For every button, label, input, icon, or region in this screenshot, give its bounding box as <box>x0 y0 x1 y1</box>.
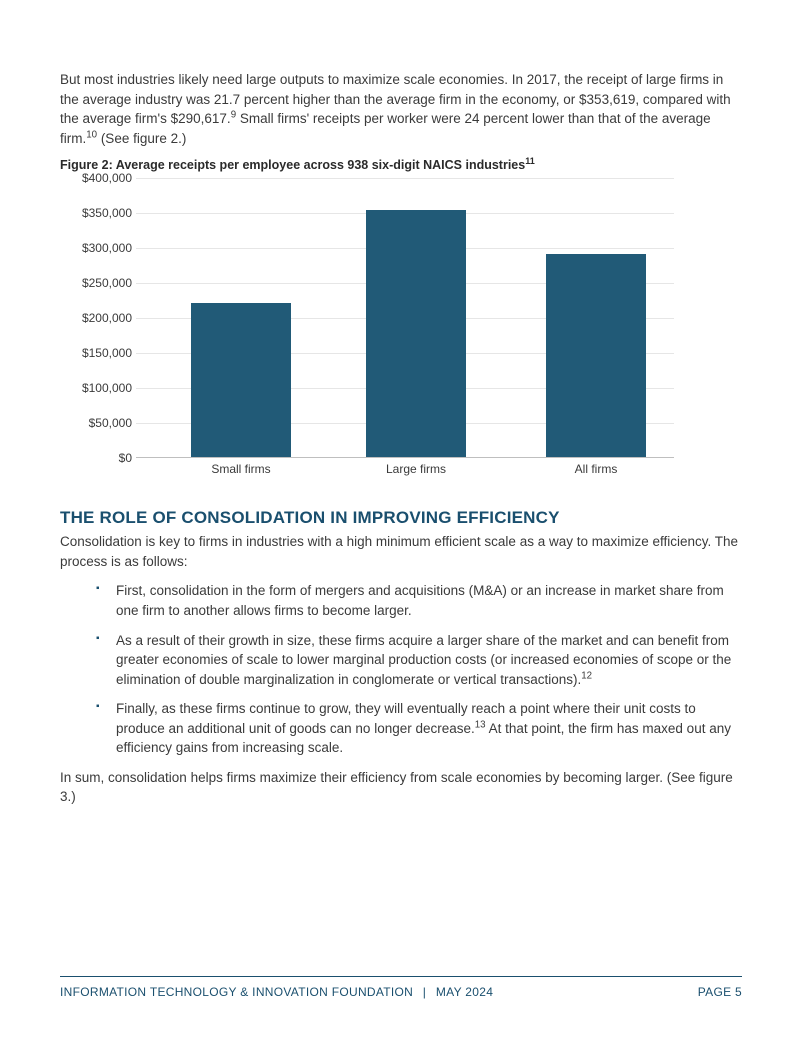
chart-bar <box>191 303 291 457</box>
chart-bar <box>366 210 466 457</box>
footnote-13: 13 <box>475 719 486 730</box>
chart-xtick: All firms <box>546 462 646 476</box>
footer-date: MAY 2024 <box>436 985 493 999</box>
footnote-12: 12 <box>581 670 592 681</box>
page-footer: INFORMATION TECHNOLOGY & INNOVATION FOUN… <box>60 976 742 999</box>
chart-xtick: Large firms <box>366 462 466 476</box>
chart-ytick: $200,000 <box>64 311 132 325</box>
footer-org: INFORMATION TECHNOLOGY & INNOVATION FOUN… <box>60 985 413 999</box>
intro-text-c: (See figure 2.) <box>97 131 186 146</box>
footnote-10: 10 <box>86 129 97 140</box>
chart-ytick: $400,000 <box>64 171 132 185</box>
section-intro: Consolidation is key to firms in industr… <box>60 532 742 571</box>
figure-2-chart: $0 $50,000 $100,000 $150,000 $200,000 $250,00… <box>64 178 684 488</box>
list-item: As a result of their growth in size, the… <box>96 631 742 690</box>
chart-ytick: $100,000 <box>64 381 132 395</box>
chart-gridline <box>136 178 674 179</box>
footer-left: INFORMATION TECHNOLOGY & INNOVATION FOUN… <box>60 985 493 999</box>
bullet-2-text: As a result of their growth in size, the… <box>116 633 731 687</box>
figure-2-title: Figure 2: Average receipts per employee … <box>60 158 742 172</box>
list-item: First, consolidation in the form of merg… <box>96 581 742 620</box>
section-heading: THE ROLE OF CONSOLIDATION IN IMPROVING E… <box>60 508 742 528</box>
bullet-1-text: First, consolidation in the form of merg… <box>116 583 724 618</box>
list-item: Finally, as these firms continue to grow… <box>96 699 742 758</box>
bullet-list: First, consolidation in the form of merg… <box>96 581 742 758</box>
figure-title-text: Figure 2: Average receipts per employee … <box>60 158 525 172</box>
chart-ytick: $250,000 <box>64 276 132 290</box>
chart-ytick: $300,000 <box>64 241 132 255</box>
footnote-11: 11 <box>525 156 535 166</box>
chart-ytick: $0 <box>64 451 132 465</box>
footer-divider: | <box>423 985 426 999</box>
closing-paragraph: In sum, consolidation helps firms maximi… <box>60 768 742 807</box>
chart-xtick: Small firms <box>191 462 291 476</box>
footer-page: PAGE 5 <box>698 985 742 999</box>
chart-bar <box>546 254 646 457</box>
chart-plot-area <box>136 178 674 458</box>
chart-ytick: $350,000 <box>64 206 132 220</box>
chart-ytick: $50,000 <box>64 416 132 430</box>
chart-ytick: $150,000 <box>64 346 132 360</box>
intro-paragraph: But most industries likely need large ou… <box>60 70 742 148</box>
